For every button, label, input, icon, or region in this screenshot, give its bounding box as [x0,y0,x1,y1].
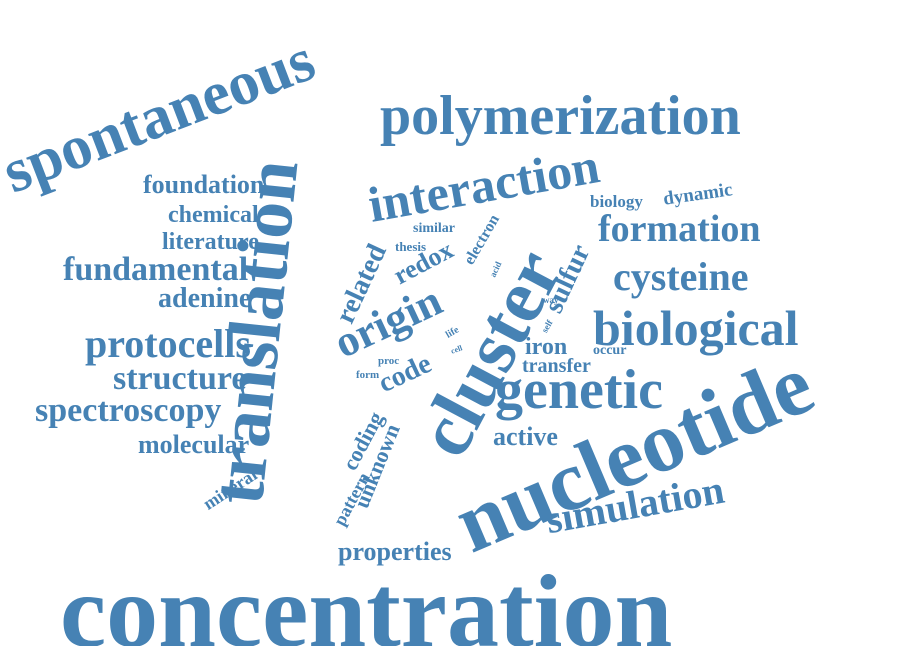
word-structure: structure [113,360,247,397]
word-way: way [543,295,559,305]
word-chemical: chemical [168,202,259,228]
word-dynamic: dynamic [661,179,734,210]
word-spectroscopy: spectroscopy [35,392,222,429]
word-concentration: concentration [60,554,673,646]
word-properties: properties [338,537,452,566]
word-similar: similar [413,221,455,236]
word-biology: biology [590,192,643,211]
word-transfer: transfer [522,355,591,377]
word-genetic: genetic [495,359,663,421]
word-interaction: interaction [363,137,604,233]
word-formation: formation [598,208,761,250]
word-fundamental: fundamental [63,251,249,288]
word-occur: occur [593,343,627,358]
word-cysteine: cysteine [613,254,749,299]
word-molecular: molecular [138,430,250,459]
word-proc: proc [378,355,400,367]
word-thesis: thesis [395,239,427,254]
word-biological: biological [593,300,799,356]
word-active: active [493,422,558,451]
word-protocells: protocells [85,321,251,366]
word-polymerization: polymerization [380,85,741,147]
word-literature: literature [162,229,259,255]
word-foundation: foundation [143,170,265,199]
word-form: form [356,369,380,381]
word-adenine: adenine [158,283,252,314]
word-iron: iron [525,334,568,360]
